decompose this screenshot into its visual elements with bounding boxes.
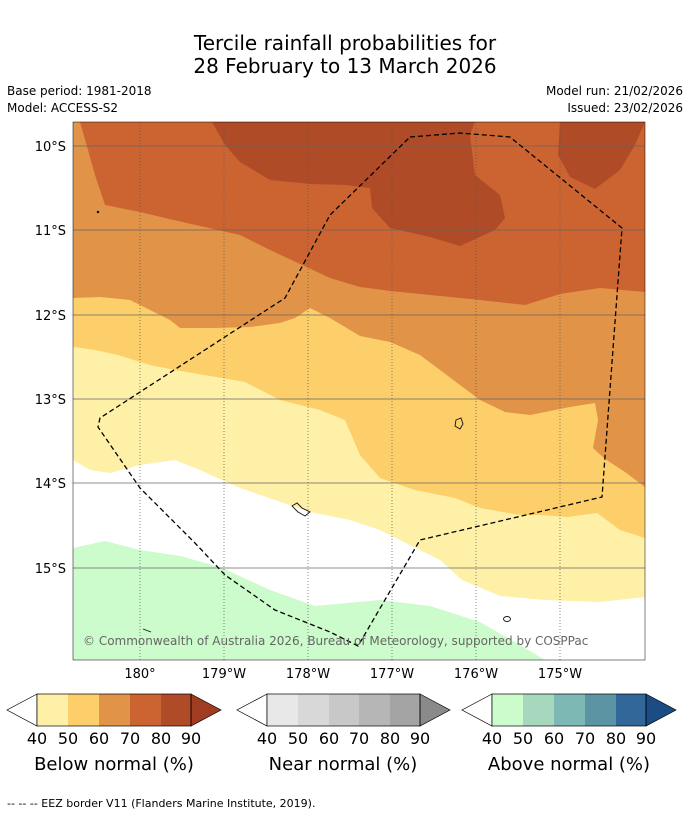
islands: [96, 210, 511, 633]
colorbar-below-frame: [36, 693, 192, 727]
tick-label: 70: [120, 729, 140, 748]
issued-date: Issued: 23/02/2026: [567, 101, 683, 115]
colorbar-above-swatch: [554, 694, 585, 726]
colorbar-below-swatch: [130, 694, 161, 726]
longitude-labels: 180° 179°W 178°W 177°W 176°W 175°W: [124, 667, 582, 682]
island: [503, 616, 511, 622]
colorbar-below-swatch: [161, 694, 191, 726]
tick-label: 40: [27, 729, 47, 748]
colorbar-near-swatch: [390, 694, 420, 726]
colorbar-above-swatch: [616, 694, 646, 726]
colorbar-near-swatch: [359, 694, 390, 726]
colorbar-near-max-extend: [419, 693, 451, 727]
colorbar-above-frame: [491, 693, 647, 727]
region-below-80-north: [212, 122, 505, 246]
island: [291, 502, 311, 517]
tick-label: 50: [288, 729, 308, 748]
lat-label: 15°S: [35, 562, 66, 577]
colorbar-near-swatch: [267, 694, 298, 726]
lat-label: 12°S: [35, 309, 66, 324]
below-normal-label: Below normal (%): [34, 754, 194, 775]
colorbar-above-swatch: [492, 694, 523, 726]
latitude-labels: 10°S 11°S 12°S 13°S 14°S 15°S: [35, 140, 66, 577]
tick-label: 80: [380, 729, 400, 748]
colorbar-near-swatch: [298, 694, 329, 726]
region-below-80-east: [558, 122, 645, 189]
lon-label: 178°W: [286, 667, 330, 682]
tick-label: 80: [151, 729, 171, 748]
lon-label: 175°W: [538, 667, 582, 682]
colorbar-tick-labels: 40 50 60 70 80 90 40 50 60 70 80 90 40 5…: [27, 729, 656, 748]
colorbar-below-swatch: [68, 694, 99, 726]
tick-label: 70: [575, 729, 595, 748]
eez-footnote: -- -- -- EEZ border V11 (Flanders Marine…: [7, 797, 316, 810]
lat-label: 14°S: [35, 477, 66, 492]
map-frame: [72, 121, 646, 661]
latitude-gridlines: [73, 145, 645, 569]
near-normal-label: Near normal (%): [269, 754, 418, 775]
above-normal-label: Above normal (%): [488, 754, 650, 775]
colorbar-near-swatch: [329, 694, 359, 726]
colorbar-above: [461, 693, 677, 727]
model-run: Model run: 21/02/2026: [545, 84, 683, 98]
tick-label: 90: [181, 729, 201, 748]
title-line-1: Tercile rainfall probabilities for: [193, 31, 497, 55]
region-below-70: [80, 122, 645, 305]
colorbar-below-swatch: [99, 694, 130, 726]
region-above-40: [73, 541, 545, 660]
lat-label: 10°S: [35, 140, 66, 155]
region-below-80-islet: [384, 170, 398, 177]
tick-label: 40: [257, 729, 277, 748]
lon-label: 179°W: [202, 667, 246, 682]
tick-label: 80: [606, 729, 626, 748]
colorbar-below-min-extend: [6, 693, 38, 727]
lon-label: 177°W: [370, 667, 414, 682]
tick-label: 60: [319, 729, 339, 748]
tick-label: 50: [58, 729, 78, 748]
base-period: Base period: 1981-2018: [7, 84, 152, 98]
island: [96, 210, 100, 214]
colorbar-above-swatch: [523, 694, 554, 726]
colorbar-titles: Below normal (%) Near normal (%) Above n…: [34, 754, 650, 775]
lon-label: 176°W: [454, 667, 498, 682]
colorbar-near-min-extend: [236, 693, 268, 727]
lon-label: 180°: [124, 667, 155, 682]
tick-label: 90: [636, 729, 656, 748]
tick-label: 40: [482, 729, 502, 748]
model-name: Model: ACCESS-S2: [7, 101, 119, 115]
colorbar-below: [6, 693, 222, 727]
colorbar-above-max-extend: [645, 693, 677, 727]
probability-map: © Commonwealth of Australia 2026, Bureau…: [73, 122, 645, 660]
lat-label: 13°S: [35, 393, 66, 408]
tick-label: 70: [349, 729, 369, 748]
title-line-2: 28 February to 13 March 2026: [193, 54, 497, 78]
tick-label: 50: [513, 729, 533, 748]
colorbar-below-swatch: [37, 694, 68, 726]
tick-label: 90: [410, 729, 430, 748]
island: [454, 417, 464, 430]
colorbar-above-swatch: [585, 694, 616, 726]
colorbar-below-max-extend: [190, 693, 222, 727]
colorbar-above-min-extend: [461, 693, 493, 727]
eez-border: [97, 132, 623, 647]
colorbar-near: [236, 693, 451, 727]
lat-label: 11°S: [35, 224, 66, 239]
island: [142, 628, 152, 633]
tick-label: 60: [544, 729, 564, 748]
copyright-notice: © Commonwealth of Australia 2026, Bureau…: [83, 634, 588, 648]
colorbar-near-frame: [266, 693, 421, 727]
tick-label: 60: [89, 729, 109, 748]
